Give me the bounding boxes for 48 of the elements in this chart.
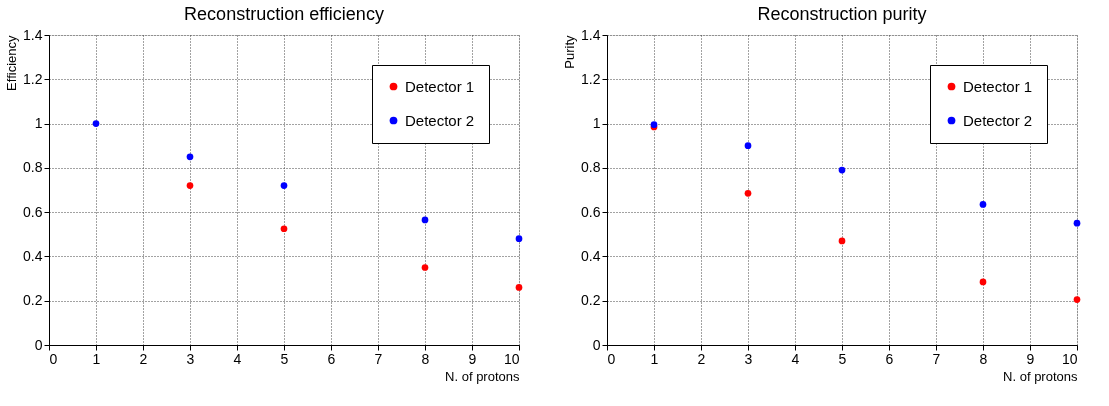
y-tick-label: 0.4 [581, 247, 601, 264]
x-tick-label: 8 [421, 350, 430, 367]
x-tick-label: 10 [1061, 350, 1078, 367]
x-tick-label: 3 [744, 350, 753, 367]
x-tick-label: 9 [1026, 350, 1035, 367]
x-tick-label: 2 [697, 350, 706, 367]
y-tick-label: 1 [34, 115, 43, 132]
y-tick-label: 0 [34, 336, 43, 353]
x-tick-label: 0 [607, 350, 616, 367]
y-axis-title: Purity [562, 35, 578, 69]
x-tick-label: 4 [791, 350, 800, 367]
x-tick-label: 6 [885, 350, 894, 367]
y-tick-label: 0 [592, 336, 601, 353]
x-tick-label: 3 [186, 350, 195, 367]
y-tick-label: 1.2 [23, 70, 43, 87]
y-tick-label: 0.2 [23, 292, 43, 309]
legend-label: Detector 2 [405, 111, 475, 129]
y-tick-label: 0.6 [23, 203, 43, 220]
x-tick-label: 1 [650, 350, 659, 367]
x-tick-label: 8 [979, 350, 988, 367]
x-tick-label: 2 [139, 350, 148, 367]
x-tick-label: 10 [503, 350, 520, 367]
y-tick-label: 0.8 [581, 159, 601, 176]
y-tick-label: 1 [592, 115, 601, 132]
x-tick-label: 5 [838, 350, 847, 367]
x-tick-label: 9 [468, 350, 477, 367]
y-tick-label: 0.6 [581, 203, 601, 220]
chart-title: Reconstruction purity [757, 4, 927, 24]
y-tick-label: 1.4 [581, 26, 601, 43]
x-axis-title: N. of protons [445, 368, 520, 384]
y-tick-label: 1.4 [23, 26, 43, 43]
x-tick-label: 7 [374, 350, 383, 367]
x-tick-label: 4 [233, 350, 242, 367]
x-axis-title: N. of protons [1003, 368, 1078, 384]
y-tick-label: 0.2 [581, 292, 601, 309]
legend-label: Detector 1 [405, 77, 475, 95]
x-tick-label: 1 [92, 350, 101, 367]
y-axis-title: Efficiency [4, 35, 20, 91]
y-tick-label: 0.4 [23, 247, 43, 264]
x-tick-label: 6 [327, 350, 336, 367]
x-tick-label: 0 [49, 350, 58, 367]
y-tick-label: 0.8 [23, 159, 43, 176]
x-tick-label: 7 [932, 350, 941, 367]
y-tick-label: 1.2 [581, 70, 601, 87]
x-tick-label: 5 [280, 350, 289, 367]
legend-label: Detector 2 [963, 111, 1033, 129]
chart-title: Reconstruction efficiency [184, 4, 384, 24]
legend-label: Detector 1 [963, 77, 1033, 95]
